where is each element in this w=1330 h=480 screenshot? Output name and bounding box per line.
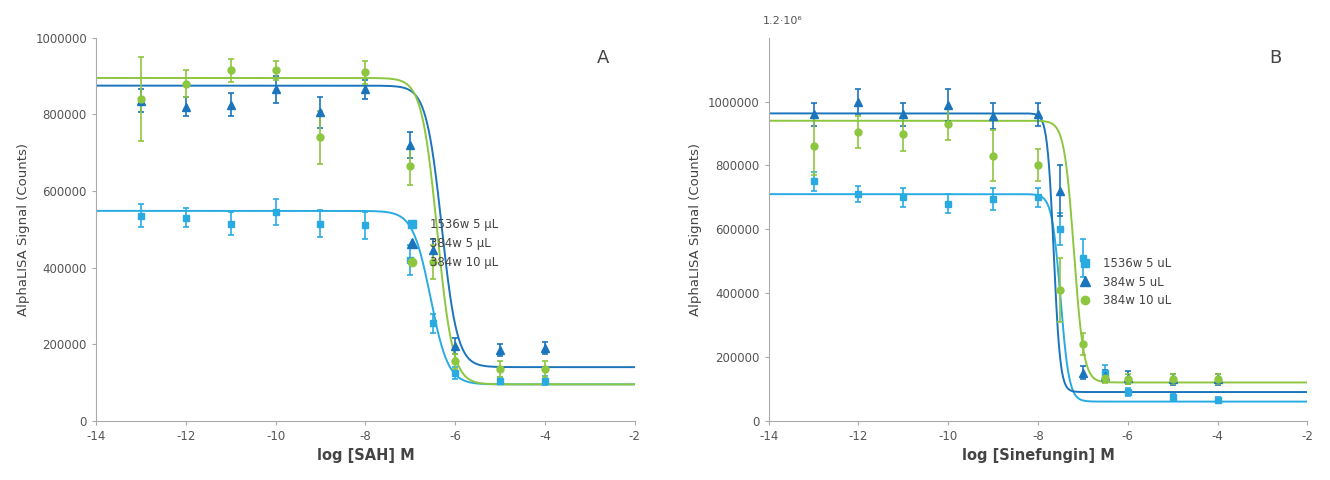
X-axis label: log [SAH] M: log [SAH] M xyxy=(317,448,414,463)
Y-axis label: AlphaLISA Signal (Counts): AlphaLISA Signal (Counts) xyxy=(689,143,702,316)
Text: B: B xyxy=(1270,49,1282,67)
Legend: 1536w 5 uL, 384w 5 uL, 384w 10 uL: 1536w 5 uL, 384w 5 uL, 384w 10 uL xyxy=(1071,254,1173,310)
Text: A: A xyxy=(597,49,609,67)
Text: 1.2·10⁶: 1.2·10⁶ xyxy=(763,16,803,26)
Legend: 1536w 5 μL, 384w 5 μL, 384w 10 μL: 1536w 5 μL, 384w 5 μL, 384w 10 μL xyxy=(398,216,500,272)
X-axis label: log [Sinefungin] M: log [Sinefungin] M xyxy=(962,448,1115,463)
Y-axis label: AlphaLISA Signal (Counts): AlphaLISA Signal (Counts) xyxy=(17,143,29,316)
